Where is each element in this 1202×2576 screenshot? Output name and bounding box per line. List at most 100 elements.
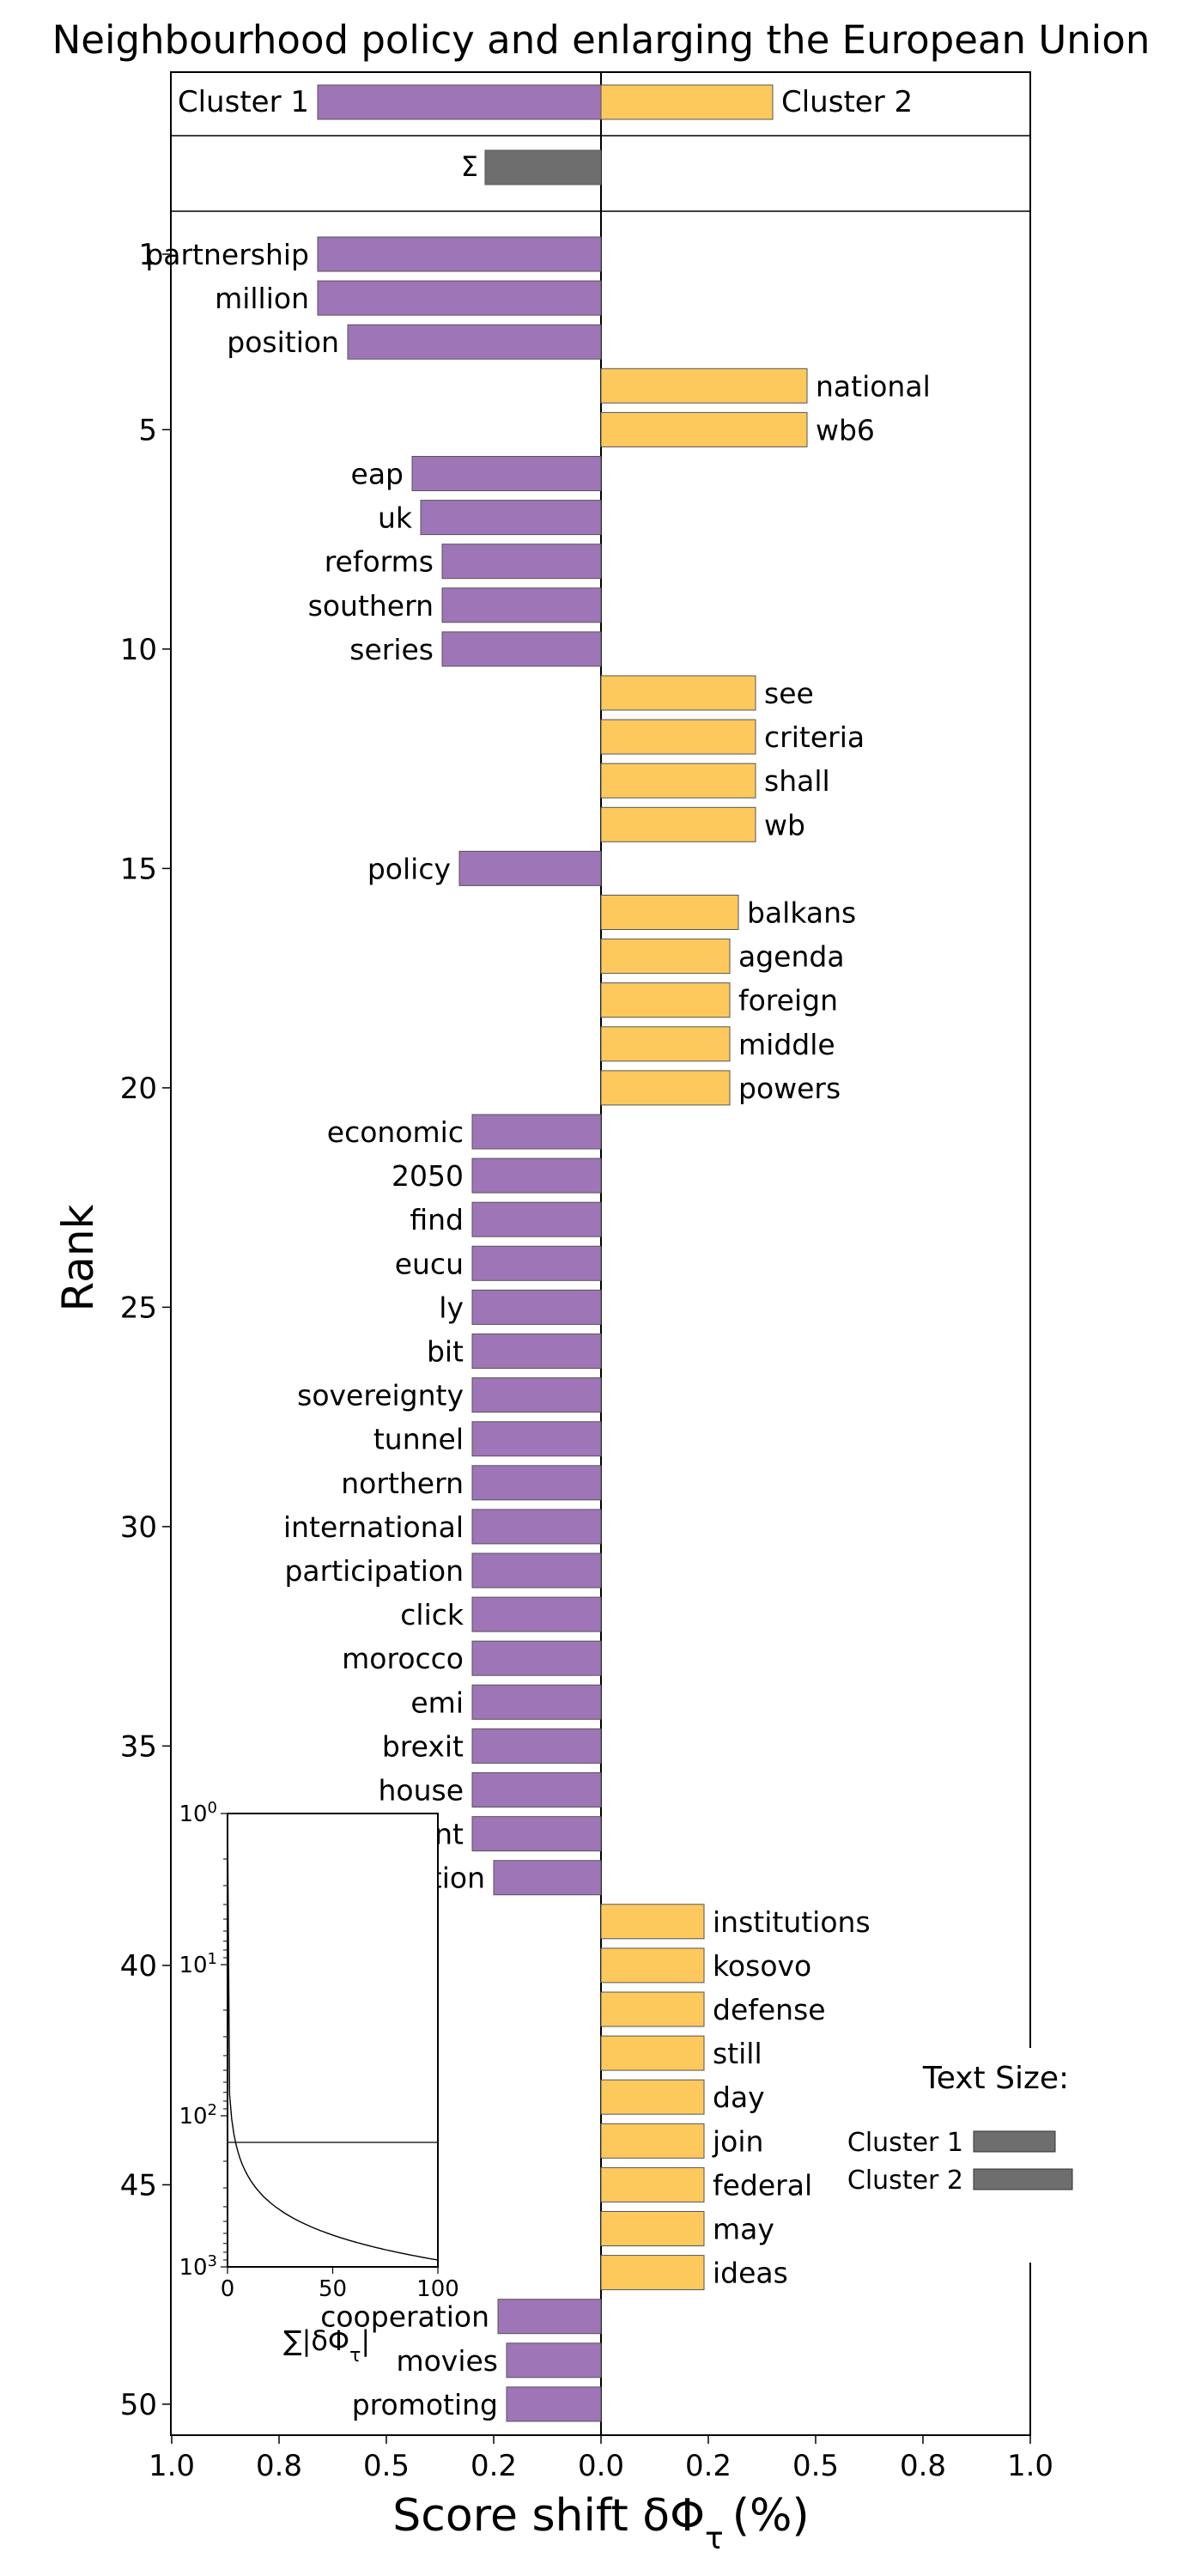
- bar-agenda: [600, 939, 731, 975]
- bar-2050: [471, 1157, 602, 1194]
- bar-tunnel: [471, 1421, 602, 1457]
- bar-label-bit: bit: [427, 1335, 464, 1369]
- bar-criteria: [600, 719, 756, 755]
- x-tick-label: 0.8: [900, 2449, 946, 2483]
- bar-label-day: day: [713, 2081, 765, 2114]
- inset-y-tick-label: 100: [179, 1799, 217, 1828]
- bar-kosovo: [600, 1947, 705, 1984]
- header-label-sum: Σ: [461, 150, 478, 183]
- bar-middle: [600, 1026, 731, 1062]
- bar-label-join: join: [712, 2124, 763, 2158]
- inset-x-tick-label: 0: [221, 2276, 235, 2302]
- legend-title: Text Size:: [922, 2061, 1069, 2096]
- x-tick-label: 1.0: [149, 2449, 195, 2483]
- inset-y-axis-label: ∑|δΦτ|: [283, 2324, 370, 2366]
- bar-label-northern: northern: [341, 1467, 464, 1500]
- x-tick-label: 0.2: [685, 2449, 732, 2483]
- bar-label-middle: middle: [738, 1028, 835, 1061]
- bar-label-wb6: wb6: [816, 413, 875, 447]
- bar-wb6: [600, 411, 808, 447]
- bar-find: [471, 1201, 602, 1237]
- bar-wb: [600, 806, 756, 842]
- x-tick-label: 0.5: [363, 2449, 410, 2483]
- bar-series: [441, 631, 602, 667]
- bar-economic: [471, 1114, 602, 1150]
- bar-label-sovereignty: sovereignty: [297, 1379, 464, 1413]
- bar-house: [471, 1772, 602, 1807]
- y-tick-label: 35: [120, 1729, 157, 1764]
- bar-label-click: click: [400, 1598, 464, 1631]
- bar-label-brexit: brexit: [382, 1729, 464, 1763]
- legend-background: [837, 2048, 1095, 2263]
- bar-label-still: still: [713, 2037, 762, 2070]
- header-bar-sum: [484, 149, 602, 185]
- bar-ly: [471, 1289, 602, 1325]
- bar-label-uk: uk: [378, 501, 413, 535]
- bar-position: [347, 324, 602, 360]
- bar-label-may: may: [713, 2213, 774, 2246]
- bar-label-powers: powers: [738, 1072, 841, 1105]
- bar-million: [317, 280, 602, 316]
- legend-label: Cluster 1: [847, 2128, 963, 2158]
- bar-policy: [458, 850, 602, 886]
- bar-defense: [600, 1991, 705, 2027]
- x-tick-label: 0.8: [256, 2449, 302, 2483]
- inset-curve: [227, 1813, 439, 2261]
- bar-label-emi: emi: [410, 1686, 464, 1719]
- legend-swatch: [973, 2168, 1073, 2190]
- bar-promoting: [506, 2386, 602, 2422]
- bar-shall: [600, 762, 756, 799]
- bar-label-movies: movies: [396, 2344, 498, 2378]
- y-axis-label: Rank: [53, 1204, 103, 1311]
- bar-label-national: national: [816, 369, 931, 403]
- bar-bit: [471, 1334, 602, 1369]
- bar-morocco: [471, 1640, 602, 1676]
- bar-brexit: [471, 1728, 602, 1764]
- bar-label-cooperation: cooperation: [320, 2300, 489, 2334]
- bar-label-agenda: agenda: [738, 940, 845, 974]
- bar-label-eucu: eucu: [395, 1247, 464, 1280]
- inset-y-tick-label: 102: [179, 2101, 217, 2130]
- bar-may: [600, 2211, 705, 2246]
- header-bar-cluster1: [317, 84, 602, 120]
- x-tick-label: 0.2: [470, 2449, 517, 2483]
- y-tick-label: 30: [120, 1510, 157, 1545]
- y-tick-label: 20: [120, 1072, 157, 1106]
- bar-partnership: [317, 236, 602, 272]
- x-axis-label: Score shift δΦτ (%): [392, 2490, 809, 2556]
- x-tick-label: 0.0: [578, 2449, 624, 2483]
- bar-reforms: [441, 544, 602, 580]
- bar-join: [600, 2123, 705, 2159]
- bar-population: [493, 1860, 602, 1896]
- bar-label-partnership: partnership: [145, 238, 309, 271]
- inset-frame: [227, 1813, 439, 2268]
- bar-label-criteria: criteria: [764, 720, 865, 754]
- bar-label-balkans: balkans: [747, 896, 856, 930]
- header-label-cluster1: Cluster 1: [178, 85, 309, 119]
- x-tick-label: 1.0: [1007, 2449, 1053, 2483]
- inset-x-tick-label: 100: [416, 2276, 459, 2302]
- inset-y-tick-label: 101: [179, 1950, 217, 1979]
- bar-click: [471, 1596, 602, 1632]
- bar-label-eap: eap: [351, 458, 404, 491]
- y-tick-label: 15: [120, 852, 157, 886]
- bar-cooperation: [497, 2299, 602, 2335]
- bar-label-institutions: institutions: [713, 1905, 871, 1939]
- bar-label-position: position: [227, 325, 339, 359]
- bar-label-ly: ly: [439, 1291, 464, 1324]
- bar-label-policy: policy: [367, 852, 451, 885]
- y-tick-label: 10: [120, 633, 157, 667]
- header-label-cluster2: Cluster 2: [781, 85, 913, 119]
- y-tick-label: 1: [138, 238, 157, 272]
- bar-label-see: see: [764, 677, 814, 710]
- bar-label-economic: economic: [327, 1115, 464, 1149]
- legend-swatch: [973, 2130, 1056, 2153]
- bar-institutions: [600, 1904, 705, 1940]
- y-tick-label: 45: [120, 2168, 157, 2202]
- header-bar-cluster2: [600, 84, 774, 120]
- y-tick-label: 40: [120, 1949, 157, 1984]
- y-tick-label: 5: [138, 413, 157, 447]
- bar-label-ideas: ideas: [713, 2257, 788, 2290]
- bar-ideas: [600, 2255, 705, 2291]
- bar-uk: [420, 500, 602, 536]
